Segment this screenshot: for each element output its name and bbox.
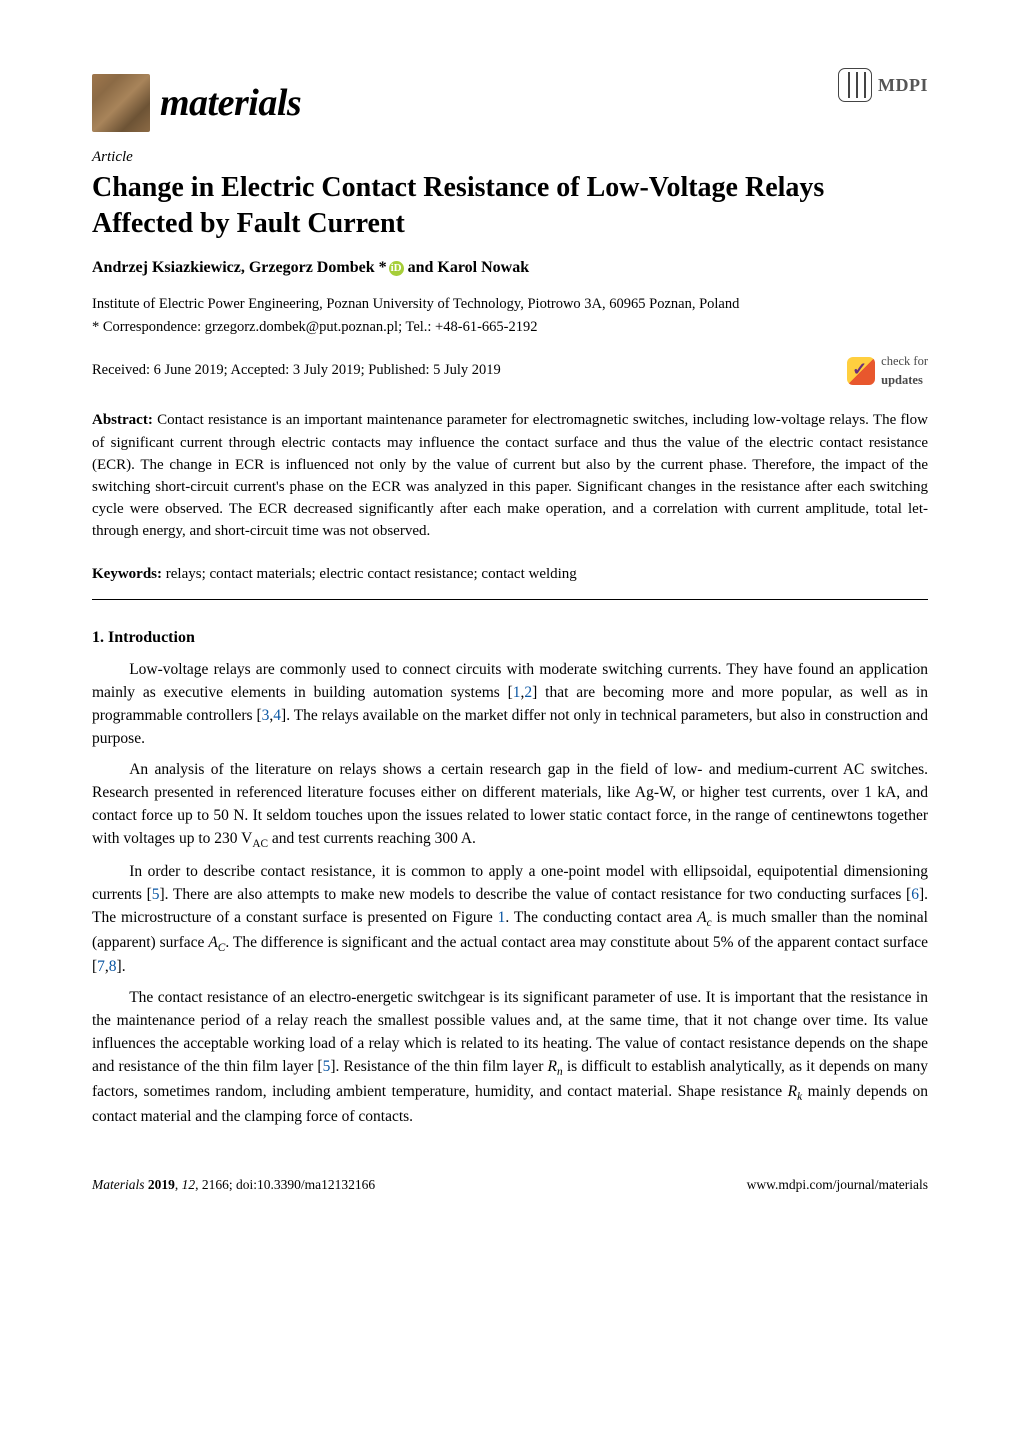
- check-updates-text: check for updates: [881, 352, 928, 389]
- abstract-text: Contact resistance is an important maint…: [92, 412, 928, 539]
- intro-para-2-sub: AC: [252, 838, 268, 850]
- mdpi-icon: [838, 68, 872, 102]
- abstract-label: Abstract:: [92, 412, 153, 428]
- intro-para-2-tail: and test currents reaching 300 A.: [268, 830, 476, 847]
- orcid-icon: iD: [389, 261, 404, 276]
- ref-4[interactable]: 4: [273, 707, 281, 724]
- intro-para-3: In order to describe contact resistance,…: [92, 861, 928, 979]
- symbol-AC: AC: [208, 934, 225, 951]
- check-updates-line1: check for: [881, 354, 928, 368]
- journal-logo-icon: [92, 74, 150, 132]
- intro-para-2-text: An analysis of the literature on relays …: [92, 761, 928, 847]
- authors-text: Andrzej Ksiazkiewicz, Grzegorz Dombek *i…: [92, 259, 529, 276]
- keywords-label: Keywords:: [92, 566, 162, 582]
- publication-dates: Received: 6 June 2019; Accepted: 3 July …: [92, 360, 501, 381]
- footer-right: www.mdpi.com/journal/materials: [747, 1175, 928, 1195]
- fig-ref-1[interactable]: 1: [498, 909, 506, 926]
- ref-5b[interactable]: 5: [323, 1058, 331, 1075]
- symbol-Ac: Ac: [697, 909, 711, 926]
- intro-para-3-text: In order to describe contact resistance,…: [92, 863, 928, 976]
- publisher-logo: MDPI: [838, 68, 928, 102]
- intro-para-2: An analysis of the literature on relays …: [92, 759, 928, 853]
- journal-header: materials MDPI: [92, 74, 928, 132]
- intro-para-4: The contact resistance of an electro-ene…: [92, 987, 928, 1128]
- article-type: Article: [92, 146, 928, 168]
- ref-1[interactable]: 1: [513, 684, 521, 701]
- ref-7[interactable]: 7: [97, 958, 105, 975]
- symbol-Rk: Rk: [788, 1083, 802, 1100]
- keywords-block: Keywords: relays; contact materials; ele…: [92, 563, 928, 585]
- ref-2[interactable]: 2: [524, 684, 532, 701]
- ref-6[interactable]: 6: [911, 886, 919, 903]
- abstract-block: Abstract: Contact resistance is an impor…: [92, 409, 928, 542]
- publisher-mark-text: MDPI: [878, 72, 928, 99]
- journal-name: materials: [160, 75, 301, 131]
- keywords-text: relays; contact materials; electric cont…: [166, 566, 577, 582]
- check-for-updates-badge[interactable]: check for updates: [847, 352, 928, 389]
- authors: Andrzej Ksiazkiewicz, Grzegorz Dombek *i…: [92, 256, 928, 280]
- check-updates-line2: updates: [881, 373, 923, 387]
- symbol-Rn: Rn: [548, 1058, 563, 1075]
- ref-8[interactable]: 8: [109, 958, 117, 975]
- section-heading-introduction: 1. Introduction: [92, 626, 928, 650]
- intro-para-1-text: Low-voltage relays are commonly used to …: [92, 661, 928, 747]
- ref-5a[interactable]: 5: [152, 886, 160, 903]
- correspondence: * Correspondence: grzegorz.dombek@put.po…: [92, 317, 928, 338]
- article-title: Change in Electric Contact Resistance of…: [92, 170, 928, 242]
- page-footer: Materials 2019, 12, 2166; doi:10.3390/ma…: [92, 1175, 928, 1195]
- affiliation: Institute of Electric Power Engineering,…: [92, 294, 928, 315]
- footer-left: Materials 2019, 12, 2166; doi:10.3390/ma…: [92, 1175, 375, 1195]
- intro-para-1: Low-voltage relays are commonly used to …: [92, 659, 928, 751]
- intro-para-4-text: The contact resistance of an electro-ene…: [92, 989, 928, 1124]
- check-updates-icon: [847, 357, 875, 385]
- journal-logo: materials: [92, 74, 301, 132]
- section-rule: [92, 599, 928, 600]
- ref-3[interactable]: 3: [262, 707, 270, 724]
